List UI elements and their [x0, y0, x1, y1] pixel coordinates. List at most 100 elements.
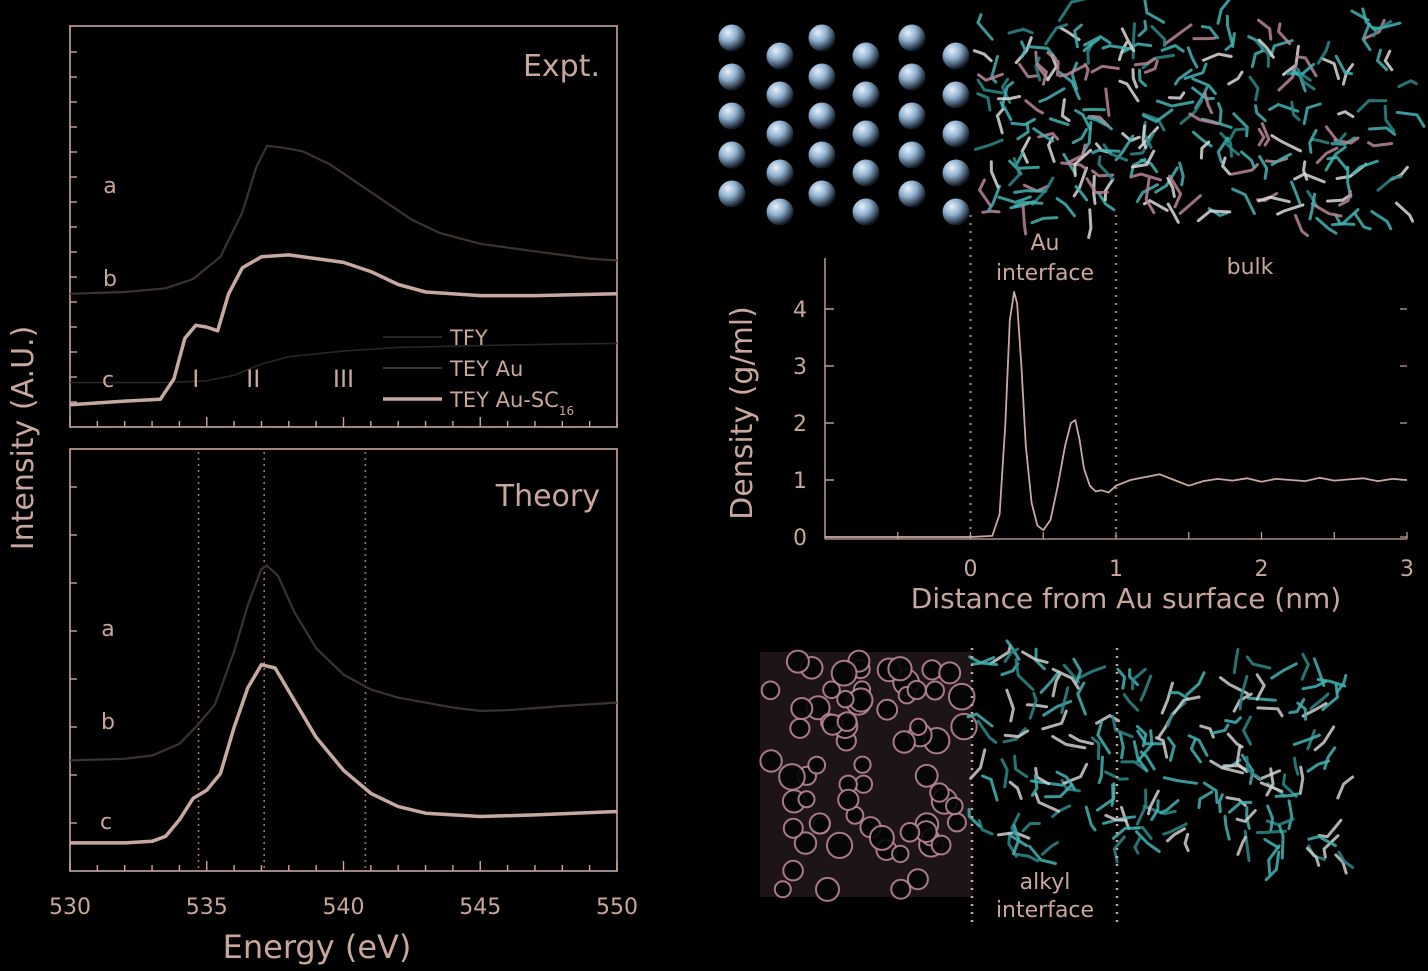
alkyl-chain — [1012, 824, 1021, 856]
alkyl-chain — [1021, 203, 1028, 236]
alkyl-substrate-bead — [782, 817, 804, 839]
alkyl-chain — [972, 49, 993, 63]
gold-atom — [898, 24, 926, 52]
alkyl-substrate-bead — [836, 690, 855, 709]
theory-axis-ticks — [69, 486, 618, 871]
alkyl-chain — [1130, 149, 1156, 169]
alkyl-chain — [1091, 148, 1121, 155]
alkyl-chain — [1292, 733, 1321, 746]
alkyl-chain — [1248, 75, 1260, 102]
alkyl-chain — [997, 95, 1022, 101]
alkyl-chain — [1313, 725, 1336, 752]
alkyl-chain — [1290, 100, 1301, 122]
alkyl-chain — [1179, 99, 1204, 125]
alkyl-chain — [976, 92, 992, 112]
alkyl-substrate-bead — [837, 788, 860, 811]
alkyl-substrate-bead — [822, 680, 841, 700]
alkyl-chain — [1030, 216, 1059, 225]
distance-axis-title: Distance from Au surface (nm) — [911, 582, 1341, 615]
alkyl-chain — [1270, 152, 1292, 166]
alkyl-chain — [1074, 109, 1092, 131]
alkyl-chain — [1183, 62, 1208, 80]
alkyl-chain — [1250, 49, 1263, 68]
theory-curve-label-a: a — [101, 617, 114, 642]
alkyl-chain — [1111, 715, 1134, 739]
alkyl-chain — [1231, 187, 1256, 215]
alkyl-chain — [1276, 203, 1305, 216]
alkyl-chain — [1104, 813, 1128, 822]
alkyl-chain — [1104, 770, 1129, 781]
alkyl-chain — [1162, 776, 1198, 785]
alkyl-chain — [1163, 23, 1193, 46]
alkyl-substrate-bead — [807, 755, 827, 775]
alkyl-chain — [1055, 197, 1076, 218]
alkyl-chain — [1356, 99, 1388, 113]
alkyl-chain — [1264, 850, 1281, 882]
expt-region-label: II — [246, 365, 260, 393]
gold-atom — [852, 120, 880, 148]
alkyl-chain — [1247, 696, 1277, 702]
alkyl-chain — [969, 748, 987, 780]
alkyl-chain — [1166, 827, 1186, 843]
alkyl-chain — [1005, 688, 1015, 723]
density-axis-title: Density (g/ml) — [725, 306, 760, 520]
alkyl-chain — [999, 101, 1013, 121]
alkyl-chain — [1245, 655, 1272, 670]
gold-atom — [942, 159, 970, 187]
alkyl-chain — [1110, 783, 1115, 807]
alkyl-chain — [1219, 676, 1249, 695]
alkyl-chain — [1269, 39, 1294, 57]
alkyl-chain — [981, 774, 999, 802]
legend-label-tey-au-sc: TEY Au-SC16 — [449, 388, 574, 418]
density-x-tick-label: 3 — [1400, 557, 1414, 582]
alkyl-chain — [1166, 701, 1187, 728]
alkyl-chain — [1120, 760, 1148, 772]
alkyl-chain — [1257, 38, 1275, 59]
alkyl-chain — [1118, 730, 1125, 760]
alkyl-substrate-bead — [890, 878, 912, 900]
alkyl-chain — [1074, 185, 1089, 202]
alkyl-chain — [1005, 639, 1021, 661]
alkyl-chain — [1103, 177, 1115, 202]
alkyl-chain — [1044, 23, 1069, 46]
alkyl-chain — [1104, 87, 1111, 117]
alkyl-chain — [1139, 750, 1156, 771]
expt-axis-ticks — [69, 51, 618, 427]
alkyl-chain — [1315, 216, 1338, 235]
alkyl-chain — [1322, 834, 1340, 859]
gold-atom — [766, 159, 794, 187]
gold-atom — [852, 42, 880, 70]
alkyl-substrate-bead — [815, 876, 840, 902]
alkyl-chain — [1135, 788, 1148, 826]
alkyl-chain — [1044, 783, 1074, 799]
alkyl-chain — [1087, 114, 1110, 127]
alkyl-chain — [1111, 826, 1141, 840]
alkyl-substrate-bead — [909, 717, 928, 737]
alkyl-chain — [1082, 37, 1101, 53]
alkyl-chain — [1375, 48, 1389, 71]
alkyl-chain — [1090, 64, 1120, 74]
alkyl-chain — [1039, 670, 1061, 694]
alkyl-chain — [1092, 174, 1097, 205]
alkyl-chain — [1067, 143, 1087, 164]
alkyl-chain — [1086, 42, 1094, 65]
alkyl-chain — [1183, 832, 1190, 852]
au-interface-label-line1: Au — [1031, 231, 1060, 256]
gold-atom — [718, 180, 746, 208]
alkyl-chain — [1117, 41, 1129, 62]
alkyl-chain — [1265, 767, 1275, 797]
alkyl-chain — [1150, 799, 1160, 821]
alkyl-chain — [1268, 102, 1300, 113]
alkyl-chain — [1057, 0, 1086, 23]
alkyl-chain — [1025, 703, 1049, 709]
alkyl-chain — [1002, 727, 1027, 744]
alkyl-chain — [1395, 110, 1426, 128]
alkyl-chain — [1197, 790, 1214, 809]
alkyl-chain — [1084, 805, 1097, 832]
alkyl-chain — [1136, 729, 1165, 746]
alkyl-chain — [1070, 61, 1079, 91]
expt-line-tey_au — [69, 144, 618, 295]
alkyl-chain — [1076, 681, 1087, 716]
alkyl-chain — [1227, 127, 1249, 144]
